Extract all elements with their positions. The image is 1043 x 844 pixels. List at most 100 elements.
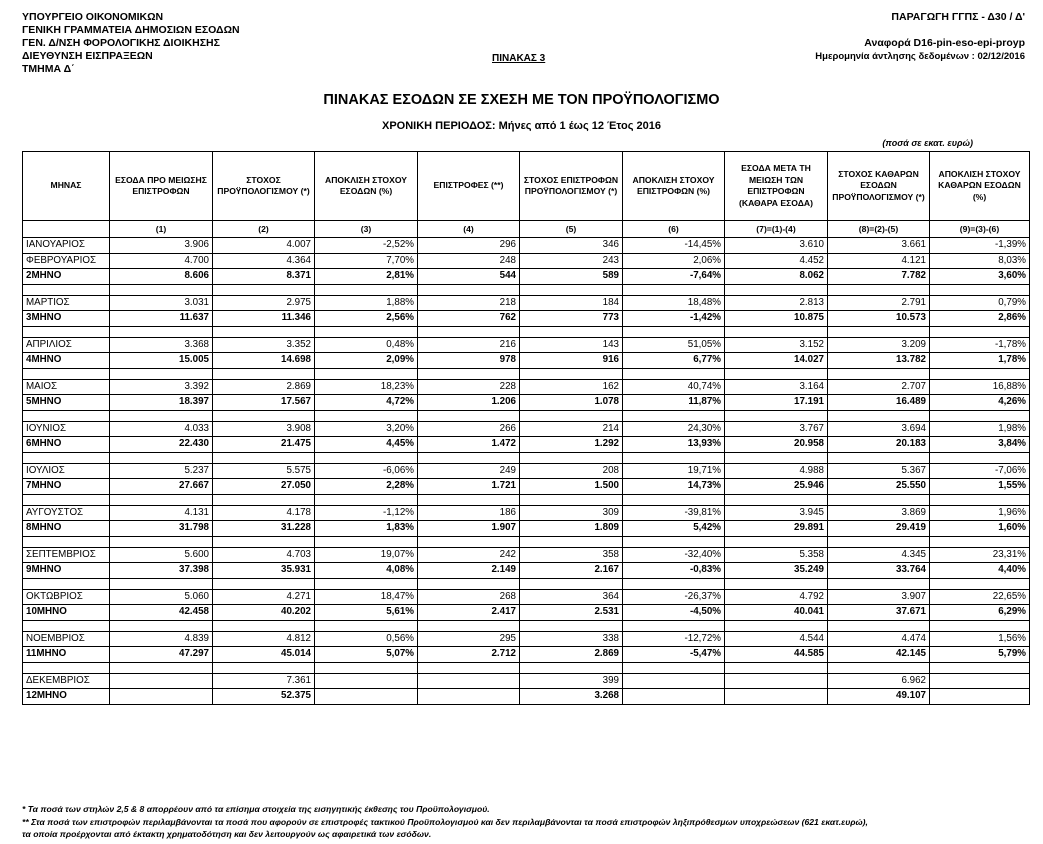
value-cell: -39,81% bbox=[622, 504, 725, 521]
value-cell: 8.062 bbox=[724, 268, 828, 285]
value-cell: 10.875 bbox=[724, 310, 828, 327]
month-cell: ΟΚΤΩΒΡΙΟΣ bbox=[22, 588, 110, 605]
value-cell: 5.237 bbox=[109, 462, 213, 479]
value-cell: 4,40% bbox=[929, 562, 1030, 579]
month-cell: ΙΑΝΟΥΑΡΙΟΣ bbox=[22, 237, 110, 253]
value-cell: 10.573 bbox=[827, 310, 930, 327]
cumulative-row: 3ΜΗΝΟ 11.637 11.346 2,56% 762 773 -1,42% 10.875… bbox=[22, 310, 1030, 327]
value-cell: 1,78% bbox=[929, 352, 1030, 369]
value-cell bbox=[724, 672, 828, 689]
value-cell: 16,88% bbox=[929, 378, 1030, 395]
spacer-row bbox=[22, 536, 1030, 547]
value-cell: 2.869 bbox=[519, 646, 623, 663]
value-cell: 18,47% bbox=[314, 588, 418, 605]
value-cell: 17.191 bbox=[724, 394, 828, 411]
header-row: ΜΗΝΑΣ ΕΣΟΔΑ ΠΡΟ ΜΕΙΩΣΗΣ ΕΠΙΣΤΡΟΦΩΝ ΣΤΟΧΟ… bbox=[22, 151, 1030, 221]
value-cell bbox=[622, 688, 725, 705]
value-cell: 1.907 bbox=[417, 520, 520, 537]
value-cell: 3.268 bbox=[519, 688, 623, 705]
value-cell: 338 bbox=[519, 630, 623, 647]
value-cell: 3.031 bbox=[109, 294, 213, 311]
month-cell: 8ΜΗΝΟ bbox=[22, 520, 110, 537]
value-cell: 11.637 bbox=[109, 310, 213, 327]
value-cell: 296 bbox=[417, 237, 520, 253]
value-cell bbox=[314, 688, 418, 705]
value-cell: 22.430 bbox=[109, 436, 213, 453]
value-cell: -1,39% bbox=[929, 237, 1030, 253]
value-cell: 31.228 bbox=[212, 520, 315, 537]
value-cell: 18.397 bbox=[109, 394, 213, 411]
footnote: * Τα ποσά των στηλών 2,5 & 8 απορρέουν α… bbox=[22, 804, 490, 814]
value-cell: 2,28% bbox=[314, 478, 418, 495]
value-cell: 2.869 bbox=[212, 378, 315, 395]
spacer-row bbox=[22, 620, 1030, 631]
column-number: (7)=(1)-(4) bbox=[724, 220, 828, 238]
value-cell: 2.791 bbox=[827, 294, 930, 311]
value-cell: 1.472 bbox=[417, 436, 520, 453]
value-cell: 25.550 bbox=[827, 478, 930, 495]
column-header-net-deviation: ΑΠΟΚΛΙΣΗ ΣΤΟΧΟΥ ΚΑΘΑΡΩΝ ΕΣΟΔΩΝ (%) bbox=[929, 151, 1030, 221]
value-cell: 589 bbox=[519, 268, 623, 285]
cumulative-row: 4ΜΗΝΟ 15.005 14.698 2,09% 978 916 6,77% 14.027 1… bbox=[22, 352, 1030, 369]
value-cell bbox=[929, 688, 1030, 705]
value-cell: 27.050 bbox=[212, 478, 315, 495]
value-cell: 18,48% bbox=[622, 294, 725, 311]
column-header-budget-target: ΣΤΟΧΟΣ ΠΡΟΫΠΟΛΟΓΙΣΜΟΥ (*) bbox=[212, 151, 315, 221]
footnotes: * Τα ποσά των στηλών 2,5 & 8 απορρέουν α… bbox=[22, 803, 868, 841]
header-line: ΔΙΕΥΘΥΝΣΗ ΕΙΣΠΡΑΞΕΩΝ bbox=[22, 50, 153, 62]
value-cell: 1,96% bbox=[929, 504, 1030, 521]
value-cell: 44.585 bbox=[724, 646, 828, 663]
value-cell: 3.209 bbox=[827, 336, 930, 353]
value-cell: 0,56% bbox=[314, 630, 418, 647]
value-cell: 8,03% bbox=[929, 252, 1030, 269]
value-cell: 4.178 bbox=[212, 504, 315, 521]
value-cell: 248 bbox=[417, 252, 520, 269]
value-cell: 4.131 bbox=[109, 504, 213, 521]
cumulative-row: 10ΜΗΝΟ 42.458 40.202 5,61% 2.417 2.531 -4,50% 4… bbox=[22, 604, 1030, 621]
value-cell: 5.575 bbox=[212, 462, 315, 479]
value-cell: 42.458 bbox=[109, 604, 213, 621]
value-cell: 249 bbox=[417, 462, 520, 479]
value-cell: 773 bbox=[519, 310, 623, 327]
value-cell: 266 bbox=[417, 420, 520, 437]
value-cell: 4,08% bbox=[314, 562, 418, 579]
value-cell: 143 bbox=[519, 336, 623, 353]
month-cell: ΑΥΓΟΥΣΤΟΣ bbox=[22, 504, 110, 521]
value-cell: 8.606 bbox=[109, 268, 213, 285]
value-cell: 35.931 bbox=[212, 562, 315, 579]
value-cell: 544 bbox=[417, 268, 520, 285]
value-cell: 295 bbox=[417, 630, 520, 647]
value-cell: 4.544 bbox=[724, 630, 828, 647]
cumulative-row: 5ΜΗΝΟ 18.397 17.567 4,72% 1.206 1.078 11,87% 17… bbox=[22, 394, 1030, 411]
value-cell: 4.700 bbox=[109, 252, 213, 269]
value-cell: 2.417 bbox=[417, 604, 520, 621]
value-cell: 3,20% bbox=[314, 420, 418, 437]
units-note: (ποσά σε εκατ. ευρώ) bbox=[882, 138, 973, 148]
value-cell: 5.600 bbox=[109, 546, 213, 563]
header-line: ΤΜΗΜΑ Δ΄ bbox=[22, 63, 75, 75]
report-id: Αναφορά D16-pin-eso-epi-proyp bbox=[864, 37, 1025, 49]
month-cell: ΦΕΒΡΟΥΑΡΙΟΣ bbox=[22, 252, 110, 269]
month-row: ΣΕΠΤΕΜΒΡΙΟΣ 5.600 4.703 19,07% 242 358 -32,40%… bbox=[22, 546, 1030, 563]
value-cell: 4.988 bbox=[724, 462, 828, 479]
value-cell: -5,47% bbox=[622, 646, 725, 663]
value-cell bbox=[724, 688, 828, 705]
value-cell: 6.962 bbox=[827, 672, 930, 689]
month-row: ΑΠΡΙΛΙΟΣ 3.368 3.352 0,48% 216 143 51,05% 3.152… bbox=[22, 336, 1030, 353]
column-number-row: (1) (2) (3) (4) (5) (6) (7)=(1)-(4) (8)=… bbox=[22, 220, 1030, 238]
spacer-row bbox=[22, 452, 1030, 463]
value-cell: 358 bbox=[519, 546, 623, 563]
footnote: ** Στα ποσά των επιστροφών περιλαμβάνοντ… bbox=[22, 816, 868, 827]
report-header: ΠΑΡΑΓΩΓΗ ΓΓΠΣ - Δ30 / Δ' Αναφορά D16-pin… bbox=[815, 11, 1025, 63]
value-cell: 4.364 bbox=[212, 252, 315, 269]
table-number: ΠΙΝΑΚΑΣ 3 bbox=[492, 53, 546, 64]
value-cell: 14.027 bbox=[724, 352, 828, 369]
header-line: ΓΕΝΙΚΗ ΓΡΑΜΜΑΤΕΙΑ ΔΗΜΟΣΙΩΝ ΕΣΟΔΩΝ bbox=[22, 24, 240, 36]
value-cell: 40.041 bbox=[724, 604, 828, 621]
value-cell: 7.782 bbox=[827, 268, 930, 285]
value-cell: 25.946 bbox=[724, 478, 828, 495]
value-cell: 162 bbox=[519, 378, 623, 395]
value-cell: 1,55% bbox=[929, 478, 1030, 495]
cumulative-row: 9ΜΗΝΟ 37.398 35.931 4,08% 2.149 2.167 -0,83% 35… bbox=[22, 562, 1030, 579]
value-cell bbox=[314, 672, 418, 689]
